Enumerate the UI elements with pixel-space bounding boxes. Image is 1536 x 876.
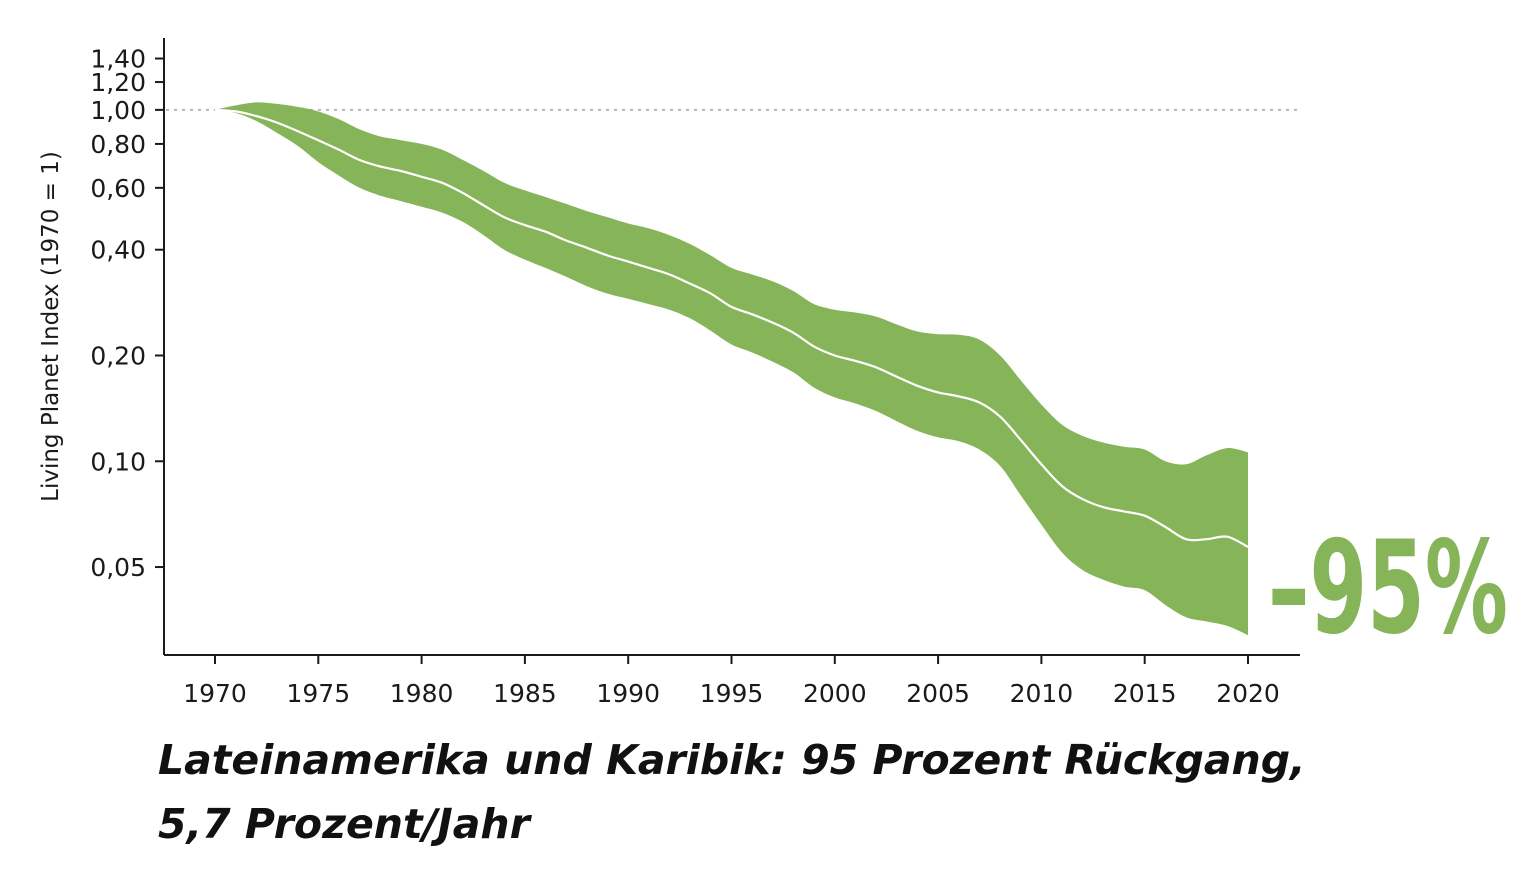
y-tick-label: 1,20 [90,68,146,97]
x-tick-label: 1975 [286,679,350,708]
x-tick-label: 1990 [596,679,660,708]
x-tick-label: 2015 [1113,679,1177,708]
x-tick-label: 2005 [906,679,970,708]
y-tick-label: 0,20 [90,341,146,370]
decline-callout: –95% [1268,514,1508,663]
y-tick-label: 0,60 [90,174,146,203]
x-tick-label: 2010 [1010,679,1074,708]
caption-line-1: Lateinamerika und Karibik: 95 Prozent Rü… [158,736,1306,784]
y-tick-label: 0,80 [90,130,146,159]
confidence-band-layer [215,102,1248,636]
y-tick-label: 1,40 [90,45,146,74]
x-tick-label: 1970 [183,679,247,708]
x-tick-label: 2000 [803,679,867,708]
x-tick-label: 2020 [1216,679,1280,708]
chart-caption: Lateinamerika und Karibik: 95 Prozent Rü… [158,728,1418,856]
x-tick-label: 1980 [390,679,454,708]
x-ticks: 1970 1975 1980 1985 1990 1995 2000 2005 2010 2015… [183,655,1280,708]
y-ticks: 1,401,201,00 0,80 0,60 0,40 0,20 0,10 0,05 [90,45,164,582]
y-tick-label: 1,00 [90,96,146,125]
caption-line-2: 5,7 Prozent/Jahr [158,800,530,848]
y-axis-label: Living Planet Index (1970 = 1) [38,151,64,502]
y-tick-label: 0,05 [90,553,146,582]
index-line-layer [214,108,1249,548]
y-tick-label: 0,40 [90,236,146,265]
confidence-band [215,102,1248,636]
x-tick-label: 1995 [700,679,764,708]
x-tick-label: 1985 [493,679,557,708]
y-tick-label: 0,10 [90,447,146,476]
index-line [214,108,1249,548]
